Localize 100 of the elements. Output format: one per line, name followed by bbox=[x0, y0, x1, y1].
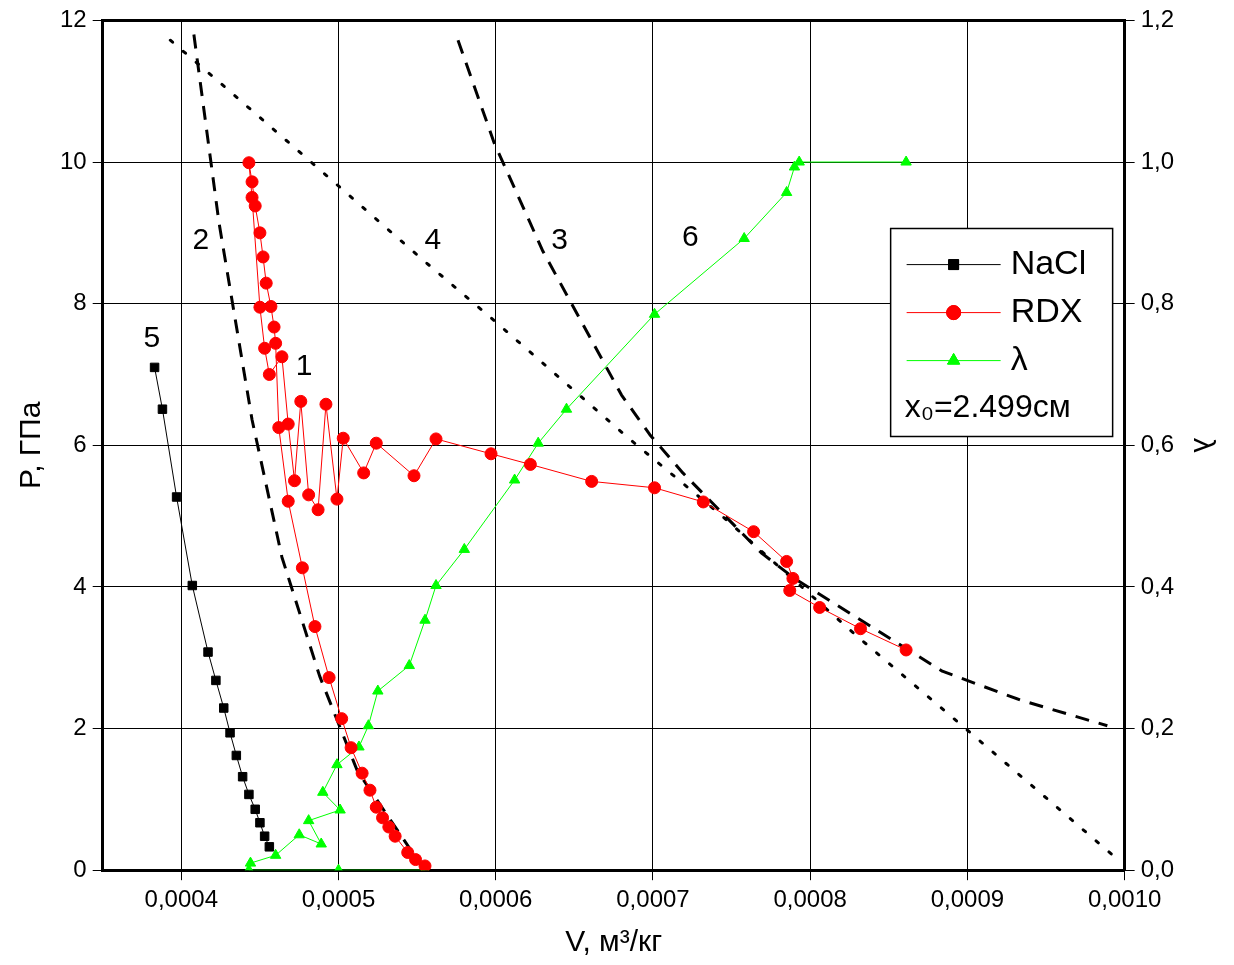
annotation: 3 bbox=[551, 221, 568, 255]
point bbox=[382, 820, 396, 834]
point bbox=[288, 474, 302, 488]
point bbox=[281, 417, 295, 431]
point bbox=[458, 542, 470, 553]
point bbox=[319, 397, 333, 411]
point bbox=[363, 783, 377, 797]
point bbox=[780, 185, 793, 196]
x-axis-title: V, м³/кг bbox=[565, 924, 663, 958]
point bbox=[532, 436, 544, 447]
point bbox=[302, 488, 316, 502]
point bbox=[245, 175, 259, 189]
point bbox=[171, 492, 182, 502]
point bbox=[331, 758, 343, 769]
point bbox=[311, 503, 325, 517]
point bbox=[259, 276, 273, 290]
point bbox=[738, 232, 750, 243]
point bbox=[264, 300, 278, 313]
y2-tick-label: 0,0 bbox=[1140, 854, 1175, 882]
point bbox=[149, 362, 160, 373]
point bbox=[302, 814, 315, 825]
y2-tick-label: 0,4 bbox=[1140, 571, 1175, 599]
x-tick-label: 0,0006 bbox=[459, 885, 533, 913]
point bbox=[648, 481, 662, 495]
x-tick-label: 0,0007 bbox=[616, 885, 690, 913]
point bbox=[585, 474, 599, 488]
point bbox=[219, 703, 229, 713]
y-tick-label: 12 bbox=[59, 5, 87, 33]
legend-label: NaCl bbox=[1010, 242, 1087, 281]
point bbox=[401, 846, 415, 859]
legend-label: λ bbox=[1010, 338, 1028, 377]
point bbox=[231, 750, 242, 761]
point bbox=[419, 613, 431, 624]
point bbox=[308, 620, 322, 634]
y-axis-title: P, ГПа bbox=[13, 401, 47, 489]
point bbox=[362, 719, 375, 730]
point bbox=[237, 771, 248, 782]
point bbox=[403, 659, 415, 670]
y-tick-label: 2 bbox=[73, 713, 87, 741]
point bbox=[369, 436, 383, 450]
legend-label: RDX bbox=[1010, 290, 1083, 329]
point bbox=[293, 828, 305, 839]
point bbox=[225, 728, 235, 738]
annotation: 4 bbox=[424, 221, 442, 255]
point bbox=[369, 800, 383, 814]
point bbox=[250, 804, 260, 815]
point bbox=[255, 818, 265, 828]
y2-tick-label: 0,2 bbox=[1140, 713, 1175, 741]
point bbox=[267, 320, 281, 334]
point bbox=[211, 675, 221, 686]
point bbox=[376, 811, 390, 825]
point bbox=[269, 848, 282, 859]
annotation: 1 bbox=[295, 348, 313, 382]
point bbox=[256, 250, 270, 264]
y-tick-label: 4 bbox=[73, 571, 87, 599]
point bbox=[508, 473, 521, 484]
y2-tick-label: 1,2 bbox=[1140, 5, 1175, 33]
point bbox=[275, 350, 289, 364]
point bbox=[484, 447, 498, 461]
point bbox=[264, 842, 275, 852]
point bbox=[336, 431, 350, 445]
point bbox=[317, 785, 329, 796]
point bbox=[900, 155, 912, 166]
point bbox=[357, 466, 371, 480]
point bbox=[315, 837, 327, 848]
point bbox=[854, 622, 867, 636]
point bbox=[245, 190, 259, 204]
annotation: 5 bbox=[143, 320, 161, 354]
point bbox=[430, 579, 442, 590]
point bbox=[262, 367, 276, 381]
point bbox=[780, 554, 794, 568]
y-tick-label: 0 bbox=[73, 854, 87, 882]
point bbox=[259, 831, 270, 841]
point bbox=[523, 457, 537, 471]
point bbox=[407, 469, 421, 483]
y2-tick-label: 1,0 bbox=[1140, 146, 1175, 174]
point bbox=[388, 829, 402, 843]
point bbox=[429, 432, 443, 446]
point bbox=[372, 684, 384, 695]
point bbox=[334, 803, 346, 814]
point bbox=[648, 307, 661, 318]
point bbox=[786, 571, 800, 585]
point bbox=[157, 404, 168, 414]
annotation: x₀=2.499см bbox=[904, 388, 1071, 425]
point bbox=[203, 647, 213, 657]
point bbox=[747, 525, 761, 539]
y-tick-label: 6 bbox=[73, 429, 87, 457]
point bbox=[322, 671, 336, 685]
point bbox=[335, 712, 349, 726]
point bbox=[242, 156, 256, 170]
point bbox=[253, 300, 267, 314]
x-tick-label: 0,0008 bbox=[773, 885, 847, 913]
point bbox=[258, 341, 272, 355]
y-tick-label: 10 bbox=[59, 146, 87, 174]
point bbox=[899, 643, 913, 657]
point bbox=[355, 766, 369, 780]
point bbox=[281, 494, 295, 508]
y2-tick-label: 0,8 bbox=[1140, 288, 1175, 316]
y2-tick-label: 0,6 bbox=[1140, 429, 1175, 457]
point bbox=[783, 583, 797, 597]
